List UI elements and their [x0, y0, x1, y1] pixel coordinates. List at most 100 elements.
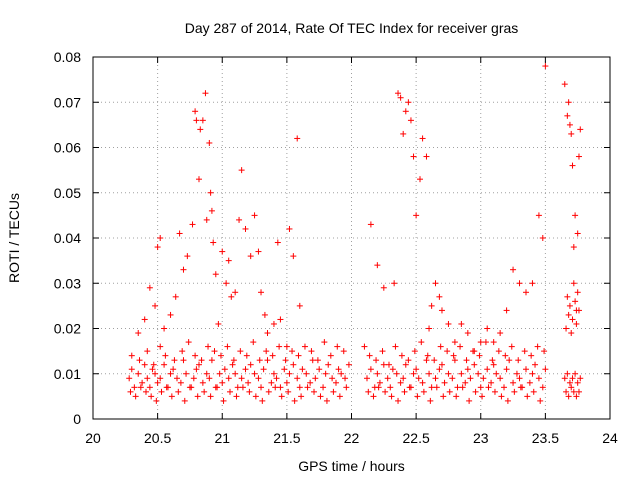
data-point — [264, 357, 271, 364]
data-point — [238, 375, 245, 382]
data-point — [395, 397, 402, 404]
data-point — [321, 339, 328, 346]
data-point — [361, 343, 368, 350]
data-point — [502, 352, 509, 359]
data-point — [415, 375, 422, 382]
y-tick-label: 0.06 — [54, 140, 81, 156]
data-point — [291, 397, 298, 404]
data-point — [167, 311, 174, 318]
data-point — [380, 284, 387, 291]
data-point — [162, 352, 169, 359]
data-point — [568, 384, 575, 391]
data-point — [517, 384, 524, 391]
data-point — [299, 366, 306, 373]
data-point — [225, 257, 232, 264]
data-point — [446, 388, 453, 395]
data-point — [294, 135, 301, 142]
data-point — [489, 357, 496, 364]
data-point — [296, 384, 303, 391]
data-point — [449, 375, 456, 382]
data-point — [568, 330, 575, 337]
data-point — [477, 339, 484, 346]
data-point — [180, 266, 187, 273]
data-point — [208, 207, 215, 214]
data-point — [453, 393, 460, 400]
data-point — [510, 379, 517, 386]
data-point — [193, 366, 200, 373]
data-point — [148, 393, 155, 400]
data-point — [389, 366, 396, 373]
data-point — [569, 375, 576, 382]
data-point — [265, 388, 272, 395]
data-point — [207, 189, 214, 196]
data-point — [170, 366, 177, 373]
data-point — [450, 352, 457, 359]
data-point — [167, 370, 174, 377]
data-point — [247, 253, 254, 260]
y-tick-label: 0 — [73, 411, 81, 427]
data-point — [471, 361, 478, 368]
data-point — [260, 366, 267, 373]
data-point — [407, 384, 414, 391]
data-point — [210, 239, 217, 246]
data-point — [413, 212, 420, 219]
data-point — [370, 393, 377, 400]
data-point — [401, 388, 408, 395]
data-point — [565, 99, 572, 106]
data-point — [273, 375, 280, 382]
data-point — [146, 384, 153, 391]
data-point — [464, 330, 471, 337]
data-point — [141, 316, 148, 323]
data-point — [175, 388, 182, 395]
data-point — [561, 81, 568, 88]
data-point — [391, 280, 398, 287]
data-point — [542, 366, 549, 373]
data-point — [405, 357, 412, 364]
data-point — [190, 375, 197, 382]
data-point — [400, 130, 407, 137]
data-point — [189, 221, 196, 228]
data-point — [127, 388, 134, 395]
data-point — [375, 384, 382, 391]
data-point — [528, 352, 535, 359]
data-point — [199, 117, 206, 124]
data-point — [392, 343, 399, 350]
data-point — [309, 357, 316, 364]
data-point — [433, 384, 440, 391]
data-point — [343, 384, 350, 391]
data-point — [208, 357, 215, 364]
data-point — [476, 352, 483, 359]
data-point — [402, 108, 409, 115]
data-point — [135, 370, 142, 377]
data-point — [202, 90, 209, 97]
data-point — [376, 379, 383, 386]
data-point — [427, 397, 434, 404]
data-point — [311, 388, 318, 395]
data-point — [475, 370, 482, 377]
data-point — [516, 280, 523, 287]
x-tick-label: 24 — [602, 430, 618, 446]
data-point — [146, 284, 153, 291]
data-point — [574, 230, 581, 237]
data-point — [503, 366, 510, 373]
data-point — [205, 343, 212, 350]
data-point — [128, 366, 135, 373]
data-point — [158, 388, 165, 395]
data-point — [367, 221, 374, 228]
data-point — [317, 393, 324, 400]
y-tick-label: 0.07 — [54, 94, 81, 110]
data-point — [232, 370, 239, 377]
data-point — [477, 384, 484, 391]
data-point — [539, 235, 546, 241]
data-point — [135, 330, 142, 337]
data-point — [258, 289, 265, 296]
data-point — [534, 343, 541, 350]
data-point — [566, 379, 573, 386]
data-point — [152, 370, 159, 377]
y-tick-label: 0.04 — [54, 230, 81, 246]
data-point — [565, 393, 572, 400]
data-point — [463, 357, 470, 364]
data-point — [398, 352, 405, 359]
data-point — [419, 135, 426, 142]
data-point — [154, 244, 161, 251]
